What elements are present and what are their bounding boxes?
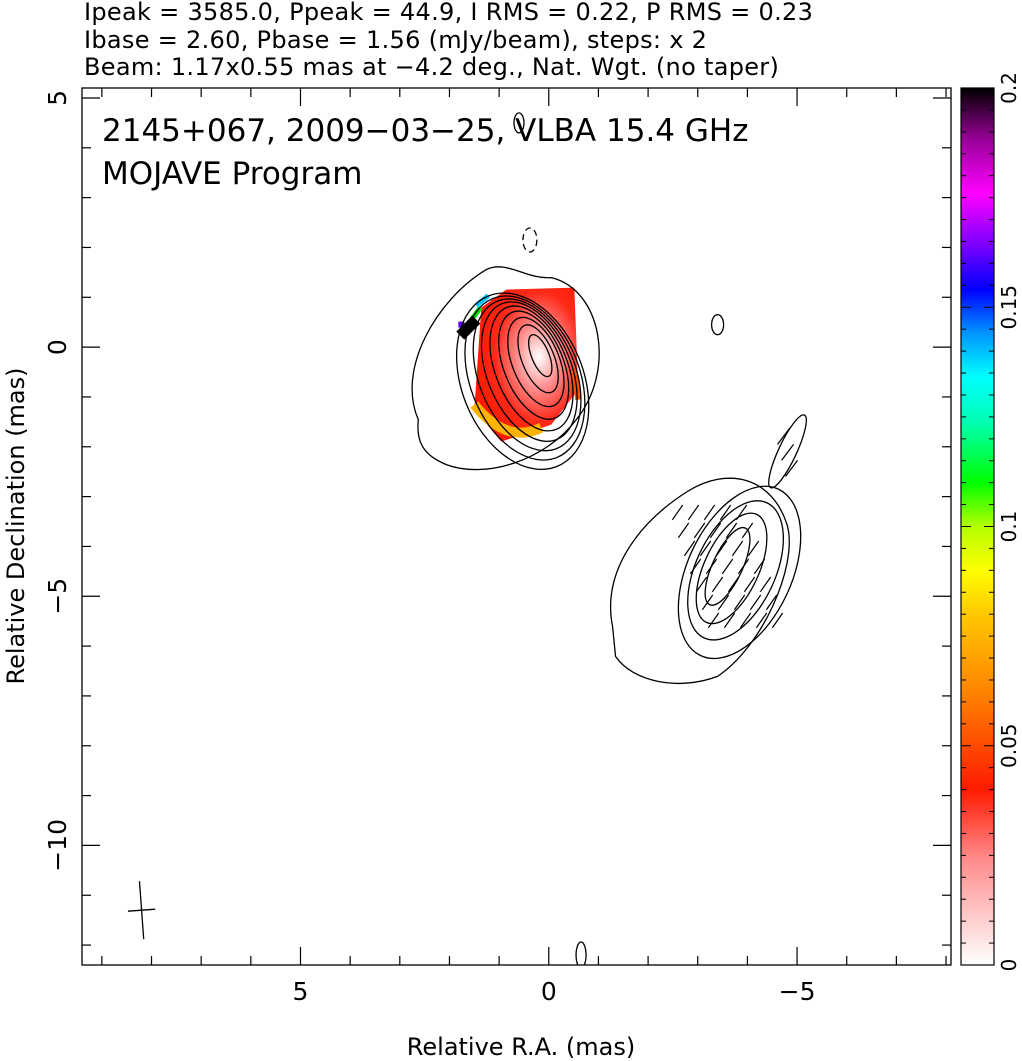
x-axis-label: Relative R.A. (mas) [407,1033,635,1061]
core-outer-contour [411,266,600,471]
evpa-vector [771,612,784,629]
jet-contour [695,512,768,625]
isolated-contour [575,941,587,965]
core-contour [517,324,559,394]
polarization-pixel-violet [458,321,465,328]
evpa-vector [695,576,708,593]
evpa-vector [711,576,724,593]
evpa-vector [733,594,746,611]
colorbar-tick-label: 0.2 [997,72,1021,104]
evpa-vector [741,522,754,539]
core-contour [464,295,586,461]
evpa-vector [739,612,752,629]
core-contour [455,292,590,471]
evpa-vector [755,612,768,629]
evpa-vector [721,558,734,575]
map-title: 2145+067, 2009−03−25, VLBA 15.4 GHz [102,113,748,149]
evpa-vector [677,522,690,539]
isolated-contour [710,314,725,336]
evpa-vector [735,504,748,521]
evpa-vector [705,558,718,575]
plot-frame [81,87,952,966]
beam-minor-axis [127,908,156,912]
evpa-vector [727,576,740,593]
evpa-vector [737,558,750,575]
evpa-vector [689,558,702,575]
evpa-vector [747,540,760,557]
y-axis-label: Relative Declination (mas) [2,367,30,684]
evpa-vector [785,460,799,477]
colorbar-tick-label: 0 [997,959,1021,972]
x-tick-label: 0 [541,977,557,1006]
evpa-vector [753,558,766,575]
evpa-vector [759,576,772,593]
jet-extension-contour [768,414,807,489]
evpa-vector [687,504,700,521]
evpa-vector [703,504,716,521]
jet-contour [687,500,785,641]
jet-outer-contour [610,477,790,684]
evpa-vector [683,540,696,557]
evpa-vector [671,504,684,521]
evpa-vector [717,594,730,611]
evpa-vector [749,594,762,611]
header-line-1: Ipeak = 3585.0, Ppeak = 44.9, I RMS = 0.… [84,0,814,26]
y-tick-label: −10 [43,819,72,872]
core-contour [489,305,574,432]
evpa-vector [777,428,791,445]
jet-contour [704,526,751,606]
y-tick-label: 5 [43,90,72,106]
core-contour [528,333,553,378]
evpa-vector [715,540,728,557]
header-line-3: Beam: 1.17x0.55 mas at −4.2 deg., Nat. W… [84,53,780,81]
core-contour [507,316,565,408]
evpa-vector [693,522,706,539]
evpa-vector [719,504,732,521]
evpa-vector [709,522,722,539]
negative-contour [522,227,538,253]
colorbar-tick-label: 0.15 [997,285,1021,330]
evpa-vector [743,576,756,593]
core-contour [472,298,582,452]
x-tick-label: −5 [779,977,816,1006]
evpa-vector [699,540,712,557]
y-tick-label: −5 [43,578,72,615]
map-subtitle: MOJAVE Program [102,156,362,192]
x-tick-label: 5 [293,977,309,1006]
evpa-vector [701,594,714,611]
jet-contour [677,485,802,660]
isolated-contour [513,112,525,134]
evpa-vector [723,612,736,629]
evpa-vector [707,612,720,629]
core-contour [498,310,570,420]
colorbar-tick-label: 0.1 [997,511,1021,543]
y-tick-label: 0 [43,339,72,355]
evpa-vector [781,444,795,461]
evpa-vector [731,540,744,557]
evpa-vector [725,522,738,539]
colorbar-tick-label: 0.05 [997,723,1021,768]
evpa-vector [765,594,778,611]
header-line-2: Ibase = 2.60, Pbase = 1.56 (mJy/beam), s… [84,26,708,54]
